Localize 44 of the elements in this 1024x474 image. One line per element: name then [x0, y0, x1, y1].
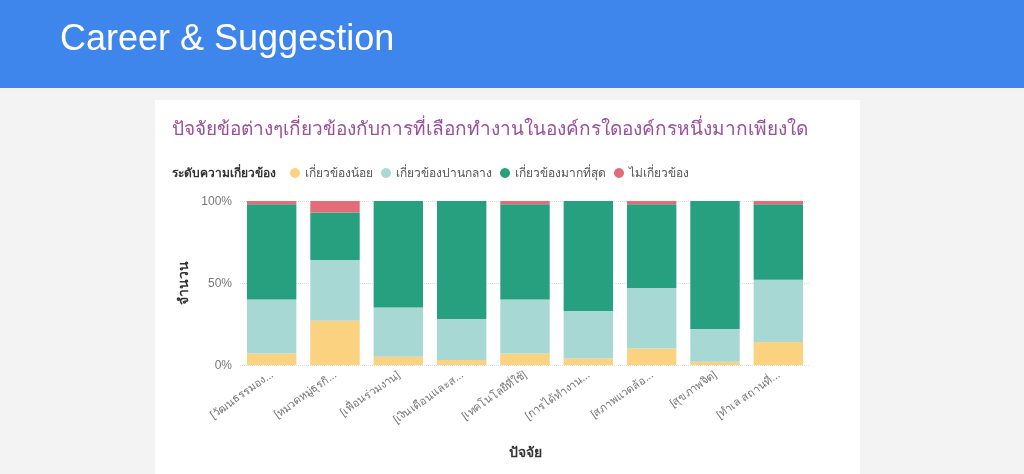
bar — [753, 342, 804, 365]
legend-label: เกี่ยวข้องปานกลาง — [396, 164, 492, 180]
bar — [690, 201, 740, 329]
y-axis-title: จำนวน — [175, 261, 191, 305]
bar — [626, 348, 677, 365]
x-axis-title: ปัจจัย — [508, 444, 542, 460]
y-tick-label: 0% — [214, 358, 233, 372]
legend-label: เกี่ยวข้องมากที่สุด — [515, 164, 606, 181]
bar — [626, 287, 677, 349]
bar — [246, 204, 297, 300]
bar — [310, 212, 360, 261]
legend-label: ไม่เกี่ยวข้อง — [628, 164, 689, 180]
bar — [246, 299, 297, 354]
bar — [310, 201, 360, 213]
bar — [373, 201, 424, 308]
bar — [373, 307, 424, 357]
bar — [563, 310, 614, 359]
bar — [436, 319, 487, 361]
legend-label: เกี่ยวข้องน้อย — [305, 164, 373, 180]
chart-subtitle: ปัจจัยข้อต่างๆเกี่ยวข้องกับการที่เลือกทำงานในองค์กรใดองค์กรหนึ่งมากเพียงใด — [172, 115, 808, 139]
chart-title: Career & Suggestion — [0, 0, 1024, 88]
bar — [626, 201, 677, 205]
y-tick-label: 100% — [201, 194, 233, 208]
bar — [563, 358, 614, 365]
y-tick-label: 50% — [207, 276, 233, 290]
bar — [246, 353, 297, 365]
bar — [500, 353, 550, 365]
bar — [626, 204, 677, 288]
bar — [246, 201, 297, 205]
bar — [690, 328, 740, 362]
bar — [500, 204, 550, 300]
bar — [753, 279, 804, 343]
bar — [753, 204, 804, 280]
bar — [500, 299, 550, 354]
bar — [563, 201, 614, 311]
bar — [500, 201, 550, 205]
bar — [310, 320, 360, 365]
bar — [310, 260, 360, 321]
bar — [373, 356, 424, 365]
bar — [753, 201, 804, 205]
bar — [436, 360, 487, 365]
bar — [690, 361, 740, 365]
bar — [436, 201, 487, 320]
legend-title: ระดับความเกี่ยวข้อง — [172, 164, 276, 180]
